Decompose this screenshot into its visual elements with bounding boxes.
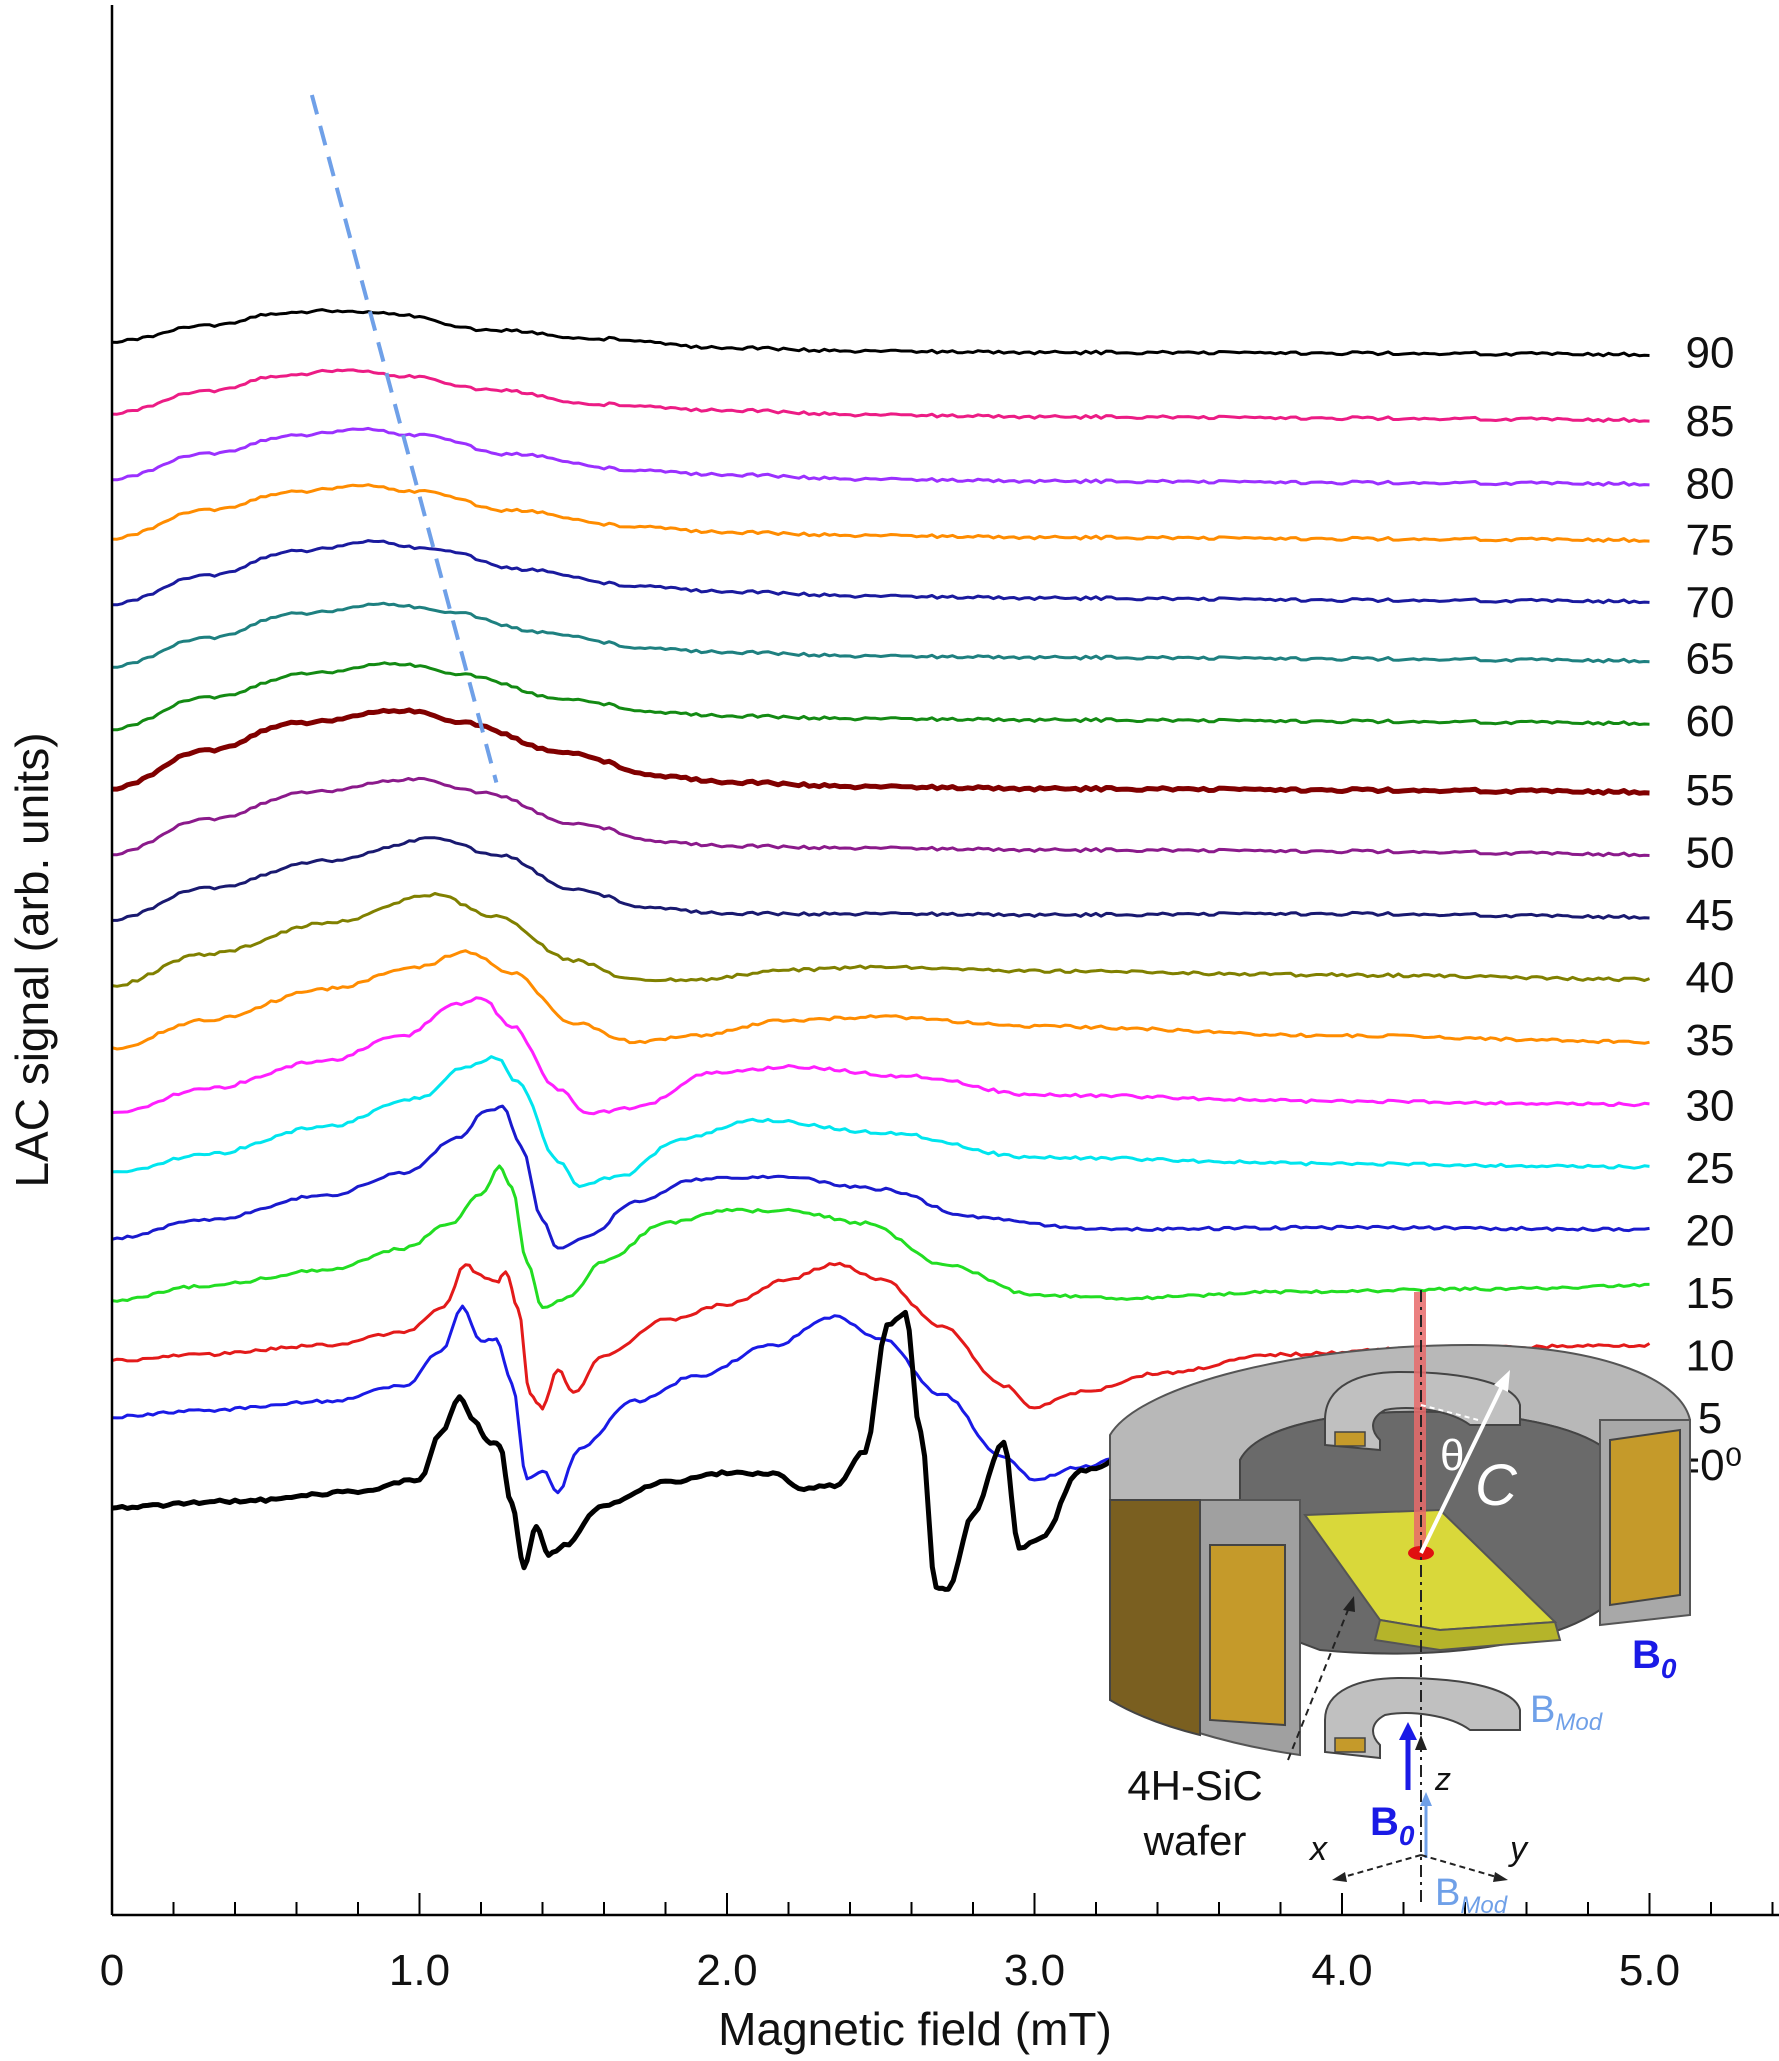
y-label: y <box>1508 1830 1529 1868</box>
axes-group <box>110 5 1779 1917</box>
x-tick-label: 3.0 <box>1004 1946 1065 1995</box>
bmod-bottom-label: BMod <box>1435 1872 1508 1919</box>
trace-2 <box>111 426 1650 487</box>
mod-coil-top <box>1324 1370 1521 1452</box>
trace-0 <box>111 308 1650 358</box>
x-tick-label: 5.0 <box>1619 1946 1680 1995</box>
x-axis-title: Magnetic field (mT) <box>718 2003 1112 2055</box>
b0-right-label: B0 <box>1632 1633 1677 1684</box>
wafer-pointer-arrowhead <box>1343 1596 1355 1612</box>
theta-arc <box>1420 1404 1479 1421</box>
trace-6 <box>111 661 1650 732</box>
c-axis-arrow <box>1419 1379 1507 1554</box>
curve-label-6: 60 <box>1686 697 1735 746</box>
mod-coil-bottom-gold <box>1334 1737 1366 1753</box>
apparatus-inset: θ C B0 BMod 4H-SiC wafer z x y B0 B <box>1109 1290 1691 1919</box>
curve-label-1: 85 <box>1686 397 1735 446</box>
trace-8 <box>112 776 1650 858</box>
curve-label-16: 10 <box>1686 1331 1735 1380</box>
mod-coil-bottom <box>1324 1676 1521 1760</box>
trace-7 <box>112 707 1650 796</box>
trace-4 <box>111 539 1650 607</box>
guide-dashed-line <box>309 94 499 784</box>
wafer-pointer <box>1287 1604 1351 1761</box>
trace-9 <box>112 836 1650 922</box>
x-tick-label: 4.0 <box>1311 1946 1372 1995</box>
trace-15 <box>111 1164 1650 1309</box>
curve-label-11: 35 <box>1686 1016 1735 1065</box>
z-coord-arrowhead <box>1415 1735 1427 1750</box>
curve-label-4: 70 <box>1686 578 1735 627</box>
x-tick-label: 0 <box>100 1946 124 1995</box>
c-axis-arrowhead <box>1494 1370 1510 1392</box>
trace-10 <box>111 892 1651 988</box>
curve-label-10: 40 <box>1686 953 1735 1002</box>
c-axis-label: C <box>1475 1453 1518 1518</box>
curve-label-3: 75 <box>1686 516 1735 565</box>
b0-bottom-label: B0 <box>1370 1800 1415 1851</box>
curve-label-0: 90 <box>1686 328 1735 377</box>
x-ticks-group: 0 1.0 2.0 3.0 4.0 5.0 <box>100 1893 1774 1995</box>
trace-5 <box>111 601 1650 669</box>
curve-label-15: 15 <box>1686 1269 1735 1318</box>
coil-left-front <box>1209 1544 1286 1727</box>
curve-label-14: 20 <box>1686 1206 1735 1255</box>
guide-line-group <box>309 94 499 784</box>
trace-11 <box>111 949 1650 1051</box>
trace-1 <box>111 368 1650 423</box>
x-coord-axis <box>1339 1854 1422 1879</box>
curve-label-2: 80 <box>1686 460 1735 509</box>
trace-14 <box>111 1104 1650 1250</box>
traces-group <box>111 308 1651 1592</box>
curve-label-17: 5 <box>1698 1394 1722 1443</box>
wafer-label-line2: wafer <box>1143 1817 1247 1864</box>
trace-13 <box>111 1055 1650 1189</box>
z-label: z <box>1434 1761 1451 1797</box>
curve-label-12: 30 <box>1686 1081 1735 1130</box>
x-tick-label: 2.0 <box>696 1946 757 1995</box>
curve-label-7: 55 <box>1686 766 1735 815</box>
bmod-right-label: BMod <box>1530 1689 1603 1736</box>
x-coord-arrowhead <box>1332 1872 1347 1882</box>
trace-3 <box>111 483 1650 543</box>
theta-label: θ <box>1440 1431 1464 1480</box>
curve-label-9: 45 <box>1686 891 1735 940</box>
curve-label-13: 25 <box>1686 1144 1735 1193</box>
coil-left-face <box>1109 1499 1201 1737</box>
x-tick-label: 1.0 <box>389 1946 450 1995</box>
y-axis-title: LAC signal (arb. units) <box>6 732 58 1187</box>
x-label: x <box>1308 1830 1328 1868</box>
y-coord-axis <box>1420 1854 1501 1879</box>
coil-right-front <box>1609 1428 1681 1607</box>
curve-label-8: 50 <box>1686 828 1735 877</box>
bmod-arrowhead <box>1420 1792 1432 1806</box>
trace-12 <box>111 996 1650 1116</box>
wafer-label-line1: 4H-SiC <box>1127 1762 1262 1809</box>
curve-label-5: 65 <box>1686 635 1735 684</box>
y-coord-arrowhead <box>1493 1872 1508 1882</box>
b0-arrowhead <box>1399 1722 1417 1740</box>
mod-coil-top-gold <box>1334 1431 1366 1447</box>
